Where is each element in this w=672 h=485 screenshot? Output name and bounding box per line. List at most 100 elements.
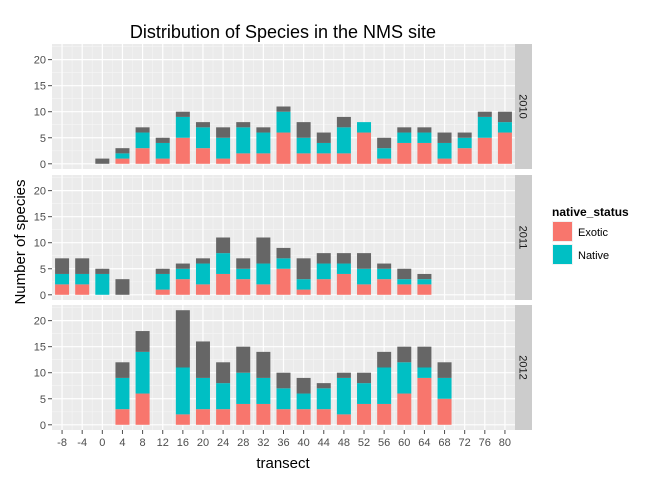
bar-segment-exotic — [256, 403, 271, 425]
bar-segment-other — [336, 116, 351, 128]
facet-strip — [515, 44, 532, 169]
bar-segment-exotic — [497, 132, 512, 164]
bar-stack-2011-48 — [336, 253, 351, 295]
bar-segment-exotic — [397, 393, 412, 425]
x-tick-label: 36 — [277, 437, 289, 449]
bar-stack-2012-56 — [377, 351, 392, 425]
bar-segment-native — [256, 377, 271, 404]
bar-segment-exotic — [195, 409, 210, 425]
bar-stack-2012-28 — [236, 346, 251, 425]
bar-segment-other — [357, 253, 372, 269]
bar-stack-2010-12 — [155, 137, 170, 164]
bar-segment-native — [316, 142, 331, 154]
bar-segment-native — [195, 127, 210, 149]
bar-stack-2012-60 — [397, 346, 412, 425]
bar-segment-other — [276, 372, 291, 389]
y-tick-label: 10 — [34, 368, 46, 380]
bar-stack-2010-64 — [417, 127, 432, 164]
y-tick-label: 15 — [34, 212, 46, 224]
bar-segment-native — [296, 137, 311, 154]
bar-segment-other — [336, 253, 351, 264]
y-tick-label: 20 — [34, 316, 46, 328]
bar-segment-native — [296, 279, 311, 290]
bar-segment-exotic — [216, 158, 231, 164]
bar-segment-native — [236, 127, 251, 154]
bar-segment-native — [397, 362, 412, 394]
bar-stack-2011-0 — [95, 268, 110, 295]
bar-segment-native — [377, 148, 392, 159]
bar-segment-exotic — [316, 279, 331, 295]
facet-strip-label: 2011 — [517, 226, 529, 250]
bar-segment-exotic — [236, 153, 251, 164]
bar-segment-native — [417, 367, 432, 378]
x-tick-label: 32 — [257, 437, 269, 449]
y-tick-label: 5 — [40, 394, 46, 406]
bar-stack-2010-0 — [95, 158, 110, 164]
bar-segment-native — [357, 268, 372, 285]
bar-segment-native — [216, 137, 231, 159]
legend: native_status Exotic Native — [552, 205, 629, 265]
bar-stack-2010-4 — [115, 148, 130, 164]
facet-strip — [515, 175, 532, 300]
bar-segment-native — [316, 263, 331, 280]
bar-segment-exotic — [377, 403, 392, 425]
bar-segment-other — [276, 106, 291, 112]
bar-segment-other — [417, 346, 432, 368]
bar-stack-2010-52 — [357, 122, 372, 164]
bar-segment-exotic — [336, 273, 351, 295]
bar-stack-2010-60 — [397, 127, 412, 164]
bar-stack-2011-20 — [195, 258, 210, 295]
bar-stack-2011-56 — [377, 263, 392, 295]
bar-segment-exotic — [115, 158, 130, 164]
x-tick-label: 28 — [237, 437, 249, 449]
bar-stack-2011-64 — [417, 273, 432, 295]
bar-segment-native — [336, 263, 351, 274]
bar-segment-native — [357, 122, 372, 133]
bar-stack-2010-44 — [316, 132, 331, 164]
bar-stack-2010-24 — [216, 127, 231, 164]
bar-segment-native — [155, 273, 170, 290]
bar-segment-other — [397, 346, 412, 363]
x-tick-label: 0 — [99, 437, 105, 449]
bar-segment-exotic — [377, 158, 392, 164]
x-tick-label: 80 — [499, 437, 511, 449]
bar-stack-2010-32 — [256, 127, 271, 164]
x-tick-label: 16 — [177, 437, 189, 449]
bar-stack-2011-40 — [296, 258, 311, 295]
bar-stack-2010-40 — [296, 122, 311, 164]
x-tick-label: 56 — [378, 437, 390, 449]
y-tick-label: 15 — [34, 81, 46, 93]
bar-segment-exotic — [236, 279, 251, 295]
bar-stack-2010-28 — [236, 122, 251, 164]
bar-segment-exotic — [216, 409, 231, 425]
bar-segment-exotic — [195, 148, 210, 164]
bar-segment-other — [75, 258, 90, 274]
bar-segment-exotic — [195, 284, 210, 295]
bar-stack-2012-20 — [195, 341, 210, 425]
legend-label-native: Native — [578, 250, 609, 262]
y-tick-label: 5 — [40, 264, 46, 276]
bar-segment-exotic — [357, 284, 372, 295]
bar-segment-other — [216, 127, 231, 138]
bar-segment-native — [195, 263, 210, 285]
bar-segment-other — [95, 158, 110, 164]
bar-segment-other — [437, 362, 452, 378]
bar-segment-other — [316, 132, 331, 143]
bar-stack-2011-32 — [256, 237, 271, 295]
bar-segment-other — [296, 122, 311, 138]
bar-segment-native — [95, 273, 110, 295]
legend-swatch-native — [553, 245, 572, 264]
bar-segment-native — [256, 263, 271, 285]
bar-segment-other — [195, 258, 210, 264]
bar-segment-exotic — [276, 132, 291, 164]
x-tick-label: 20 — [197, 437, 209, 449]
bar-stack-2010-16 — [175, 111, 190, 164]
bar-stack-2012-8 — [135, 331, 150, 425]
bar-segment-other — [236, 346, 251, 373]
bar-segment-native — [55, 273, 70, 285]
bar-segment-native — [115, 377, 130, 410]
bar-segment-native — [417, 132, 432, 143]
facet-strip — [515, 305, 532, 430]
y-tick-label: 10 — [34, 238, 46, 250]
bar-stack-2011--4 — [75, 258, 90, 295]
